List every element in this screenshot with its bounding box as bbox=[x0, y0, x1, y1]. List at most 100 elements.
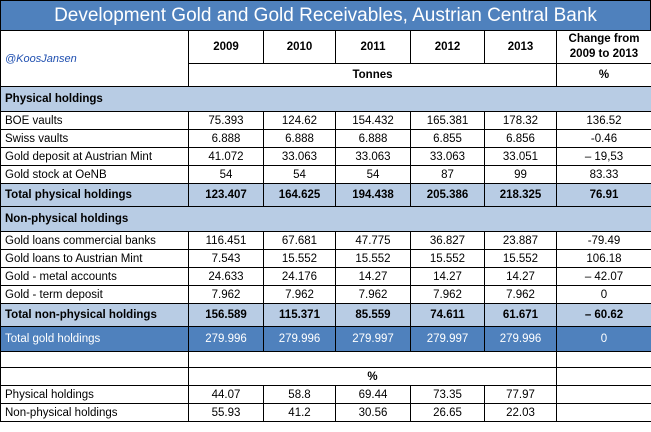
table-row: Gold loans to Austrian Mint 7.543 15.552 15… bbox=[0, 249, 651, 268]
section-label: Physical holdings bbox=[0, 86, 651, 112]
section-label: Non-physical holdings bbox=[0, 206, 651, 232]
table-row: Gold deposit at Austrian Mint 41.072 33.06… bbox=[0, 147, 651, 166]
value-cell: 26.65 bbox=[410, 403, 485, 422]
year-header: 2012 bbox=[410, 30, 485, 64]
value-cell: 24.176 bbox=[263, 267, 336, 286]
change-cell bbox=[556, 385, 651, 404]
value-cell: 7.962 bbox=[263, 285, 336, 304]
table-row: Gold stock at OeNB 54 54 54 87 99 83.33 bbox=[0, 165, 651, 184]
row-label: Gold stock at OeNB bbox=[0, 165, 189, 184]
table-row: Non-physical holdings 55.93 41.2 30.56 26.65… bbox=[0, 403, 651, 422]
change-cell: -0.46 bbox=[556, 129, 651, 148]
value-cell: 218.325 bbox=[484, 183, 557, 207]
change-header-line2: 2009 to 2013 bbox=[569, 48, 639, 60]
share-unit-row: % bbox=[0, 367, 651, 386]
change-header: Change from 2009 to 2013 bbox=[556, 30, 651, 64]
value-cell: 75.393 bbox=[188, 111, 264, 130]
grand-total-row: Total gold holdings 279.996 279.996 279.997… bbox=[0, 326, 651, 352]
change-cell: 0 bbox=[556, 326, 651, 352]
value-cell: 279.997 bbox=[335, 326, 411, 352]
change-cell: 106.18 bbox=[556, 249, 651, 268]
share-rows: Physical holdings 44.07 58.8 69.44 73.35 77.9… bbox=[0, 385, 651, 422]
value-cell: 123.407 bbox=[188, 183, 264, 207]
value-cell: 73.35 bbox=[410, 385, 485, 404]
change-cell bbox=[556, 403, 651, 422]
value-cell: 41.2 bbox=[263, 403, 336, 422]
year-header-row: @KoosJansen 2009 2010 2011 2012 2013 Cha… bbox=[0, 30, 651, 87]
value-cell: 116.451 bbox=[188, 231, 264, 250]
value-cell: 54 bbox=[188, 165, 264, 184]
change-cell: 83.33 bbox=[556, 165, 651, 184]
total-row: Total physical holdings 123.407 164.625 194… bbox=[0, 183, 651, 207]
unit-tonnes: Tonnes bbox=[188, 63, 557, 87]
value-cell: 115.371 bbox=[263, 303, 336, 327]
value-cell: 22.03 bbox=[484, 403, 557, 422]
value-cell: 69.44 bbox=[335, 385, 411, 404]
value-cell: 7.962 bbox=[410, 285, 485, 304]
change-cell: – 42.07 bbox=[556, 267, 651, 286]
value-cell: 58.8 bbox=[263, 385, 336, 404]
year-header: 2010 bbox=[263, 30, 336, 64]
value-cell: 15.552 bbox=[335, 249, 411, 268]
value-cell: 279.996 bbox=[484, 326, 557, 352]
value-cell: 44.07 bbox=[188, 385, 264, 404]
value-cell: 154.432 bbox=[335, 111, 411, 130]
author-handle: @KoosJansen bbox=[0, 30, 189, 87]
row-label: Total gold holdings bbox=[0, 326, 189, 352]
row-label: Physical holdings bbox=[0, 385, 189, 404]
table-row: Physical holdings 44.07 58.8 69.44 73.35 77.9… bbox=[0, 385, 651, 404]
value-cell: 6.888 bbox=[188, 129, 264, 148]
change-cell: – 19,53 bbox=[556, 147, 651, 166]
change-cell: -79.49 bbox=[556, 231, 651, 250]
change-cell: 76.91 bbox=[556, 183, 651, 207]
row-label: Swiss vaults bbox=[0, 129, 189, 148]
value-cell: 6.888 bbox=[335, 129, 411, 148]
value-cell: 30.56 bbox=[335, 403, 411, 422]
row-label: Total non-physical holdings bbox=[0, 303, 189, 327]
value-cell: 33.063 bbox=[263, 147, 336, 166]
spacer-row bbox=[0, 351, 651, 368]
value-cell: 14.27 bbox=[410, 267, 485, 286]
value-cell: 36.827 bbox=[410, 231, 485, 250]
value-cell: 14.27 bbox=[484, 267, 557, 286]
value-cell: 164.625 bbox=[263, 183, 336, 207]
table-row: Gold loans commercial banks 116.451 67.681… bbox=[0, 231, 651, 250]
value-cell: 156.589 bbox=[188, 303, 264, 327]
value-cell: 14.27 bbox=[335, 267, 411, 286]
section-row: Non-physical holdings bbox=[0, 206, 651, 232]
value-cell: 99 bbox=[484, 165, 557, 184]
value-cell: 279.997 bbox=[410, 326, 485, 352]
value-cell: 33.063 bbox=[335, 147, 411, 166]
value-cell: 87 bbox=[410, 165, 485, 184]
row-label: Gold loans to Austrian Mint bbox=[0, 249, 189, 268]
value-cell: 74.611 bbox=[410, 303, 485, 327]
year-header: 2011 bbox=[335, 30, 411, 64]
value-cell: 15.552 bbox=[263, 249, 336, 268]
value-cell: 6.888 bbox=[263, 129, 336, 148]
row-label: BOE vaults bbox=[0, 111, 189, 130]
page-title: Development Gold and Gold Receivables, A… bbox=[0, 0, 651, 30]
change-cell: – 60.62 bbox=[556, 303, 651, 327]
row-label: Gold deposit at Austrian Mint bbox=[0, 147, 189, 166]
value-cell: 6.855 bbox=[410, 129, 485, 148]
value-cell: 54 bbox=[263, 165, 336, 184]
value-cell: 67.681 bbox=[263, 231, 336, 250]
value-cell: 33.051 bbox=[484, 147, 557, 166]
value-cell: 279.996 bbox=[263, 326, 336, 352]
row-label: Gold loans commercial banks bbox=[0, 231, 189, 250]
value-cell: 24.633 bbox=[188, 267, 264, 286]
value-cell: 41.072 bbox=[188, 147, 264, 166]
value-cell: 6.856 bbox=[484, 129, 557, 148]
unit-percent: % bbox=[556, 63, 651, 87]
value-cell: 47.775 bbox=[335, 231, 411, 250]
table-row: BOE vaults 75.393 124.62 154.432 165.381 178.… bbox=[0, 111, 651, 130]
gold-holdings-table: @KoosJansen 2009 2010 2011 2012 2013 Cha… bbox=[0, 30, 651, 422]
table-row: Swiss vaults 6.888 6.888 6.888 6.855 6.856 -0.… bbox=[0, 129, 651, 148]
year-header: 2013 bbox=[484, 30, 557, 64]
unit-row: Tonnes % bbox=[1, 63, 651, 87]
value-cell: 165.381 bbox=[410, 111, 485, 130]
row-label: Gold - metal accounts bbox=[0, 267, 189, 286]
row-label: Non-physical holdings bbox=[0, 403, 189, 422]
change-cell: 0 bbox=[556, 285, 651, 304]
row-label: Total physical holdings bbox=[0, 183, 189, 207]
